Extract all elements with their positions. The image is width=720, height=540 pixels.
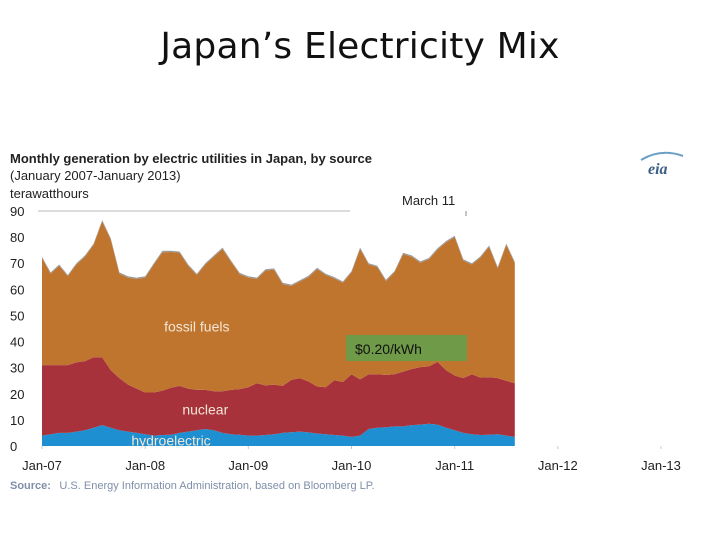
y-tick-label: 70 bbox=[10, 256, 24, 271]
x-tick-label: Jan-08 bbox=[125, 458, 165, 473]
chart-title: Monthly generation by electric utilities… bbox=[10, 151, 372, 166]
series-label-nuclear: nuclear bbox=[182, 401, 228, 417]
y-tick-label: 80 bbox=[10, 230, 24, 245]
series-label-hydroelectric: hydroelectric bbox=[131, 432, 210, 448]
area-hydroelectric bbox=[42, 423, 515, 446]
y-tick-label: 90 bbox=[10, 204, 24, 219]
price-box: $0.20/kWh bbox=[346, 335, 467, 361]
x-tick-labels: Jan-07 Jan-08 Jan-09 Jan-10 Jan-11 Jan-12 Jan-… bbox=[22, 446, 681, 473]
source-note-text: U.S. Energy Information Administration, … bbox=[59, 480, 374, 492]
y-tick-label: 40 bbox=[10, 335, 24, 350]
eia-logo: eia bbox=[640, 151, 684, 178]
series-labels: hydroelectric nuclear fossil fuels bbox=[131, 319, 229, 449]
price-box-label: $0.20/kWh bbox=[355, 341, 422, 357]
y-tick-label: 10 bbox=[10, 413, 24, 428]
y-tick-label: 30 bbox=[10, 361, 24, 376]
x-tick-label: Jan-10 bbox=[332, 458, 372, 473]
logo-text: eia bbox=[648, 161, 668, 178]
x-tick-label: Jan-07 bbox=[22, 458, 62, 473]
y-axis-label: terawatthours bbox=[10, 186, 89, 201]
area-nuclear bbox=[42, 357, 515, 437]
y-tick-label: 60 bbox=[10, 282, 24, 297]
x-tick-label: Jan-13 bbox=[641, 458, 681, 473]
y-tick-labels: 0 10 20 30 40 50 60 70 80 90 bbox=[10, 204, 24, 454]
y-tick-label: 50 bbox=[10, 308, 24, 323]
annotation-march-11: March 11 bbox=[402, 193, 455, 208]
slide-title: Japan’s Electricity Mix bbox=[160, 26, 560, 67]
x-tick-label: Jan-11 bbox=[435, 458, 474, 473]
price-box-background bbox=[346, 335, 467, 361]
x-tick-label: Jan-09 bbox=[228, 458, 268, 473]
y-tick-label: 20 bbox=[10, 387, 24, 402]
source-note: Source: U.S. Energy Information Administ… bbox=[10, 476, 375, 493]
series-label-fossil-fuels: fossil fuels bbox=[164, 319, 229, 335]
chart-subtitle: (January 2007-January 2013) bbox=[10, 168, 181, 183]
logo-arc bbox=[640, 151, 684, 161]
y-tick-label: 0 bbox=[10, 439, 17, 454]
stacked-areas bbox=[42, 220, 515, 446]
source-note-label: Source: bbox=[10, 480, 51, 492]
x-tick-label: Jan-12 bbox=[538, 458, 578, 473]
